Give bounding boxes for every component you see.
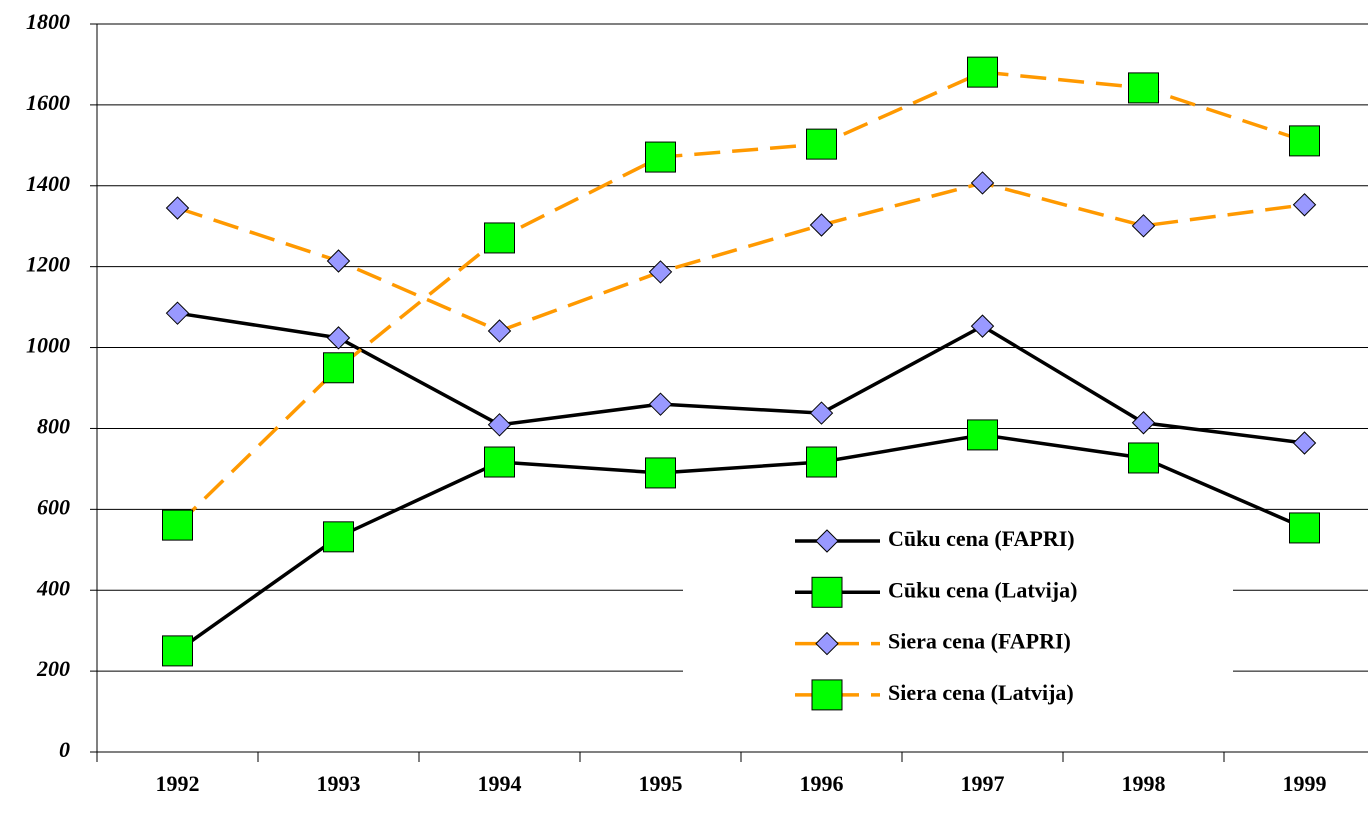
series-line [176,433,1306,653]
marker [487,319,512,343]
marker [1128,72,1159,104]
marker [326,249,351,273]
marker [967,419,998,451]
y-tick-label: 400 [36,575,70,600]
marker [1292,193,1317,217]
marker [970,314,995,338]
legend-marker [811,576,843,608]
marker [1128,442,1159,474]
y-tick-label: 1600 [26,90,70,115]
legend-marker [815,631,839,656]
x-tick-label: 1992 [156,771,200,796]
series-line [177,311,1305,445]
y-tick-label: 1000 [26,333,70,358]
y-tick-label: 1800 [26,9,70,34]
legend-label: Cūku cena (FAPRI) [888,526,1075,551]
marker [1289,125,1320,157]
marker [323,521,354,553]
marker [1131,214,1156,238]
marker [645,141,676,173]
legend-marker [815,529,839,553]
series-line [176,181,1305,333]
legend-label: Cūku cena (Latvija) [888,577,1077,602]
legend: Cūku cena (FAPRI) Cūku cena (Latvija) Sier… [795,526,1077,711]
y-tick-label: 0 [59,737,70,762]
marker [1131,411,1156,435]
marker [806,128,837,160]
legend-label: Siera cena (FAPRI) [888,629,1071,654]
marker [165,301,190,325]
marker [645,457,676,489]
marker [484,222,515,254]
legend-background [683,510,1233,750]
marker [165,196,190,220]
marker [162,509,193,541]
marker [967,56,998,88]
marker [970,171,995,195]
marker [648,260,673,284]
x-tick-label: 1999 [1283,771,1327,796]
y-tick-label: 600 [37,494,70,519]
marker [484,446,515,478]
y-tick-label: 800 [37,413,70,438]
marker [648,392,673,416]
legend-label: Siera cena (Latvija) [888,680,1074,705]
marker [1289,512,1320,544]
marker [487,413,512,437]
x-tick-label: 1997 [961,771,1005,796]
y-tick-label: 1200 [26,252,70,277]
x-tick-label: 1995 [639,771,683,796]
marker [162,635,193,667]
plot [162,56,1320,667]
marker [326,326,351,350]
marker [323,352,354,384]
x-tick-label: 1996 [800,771,844,796]
y-tick-label: 200 [36,656,70,681]
x-tick-label: 1993 [317,771,361,796]
y-tick-label: 1400 [26,171,70,196]
marker [809,401,834,425]
x-tick-label: 1994 [478,771,522,796]
legend-marker [811,679,843,711]
marker [806,446,837,478]
marker [809,213,834,237]
marker [1292,431,1317,455]
x-tick-label: 1998 [1122,771,1166,796]
series-line [176,70,1306,527]
